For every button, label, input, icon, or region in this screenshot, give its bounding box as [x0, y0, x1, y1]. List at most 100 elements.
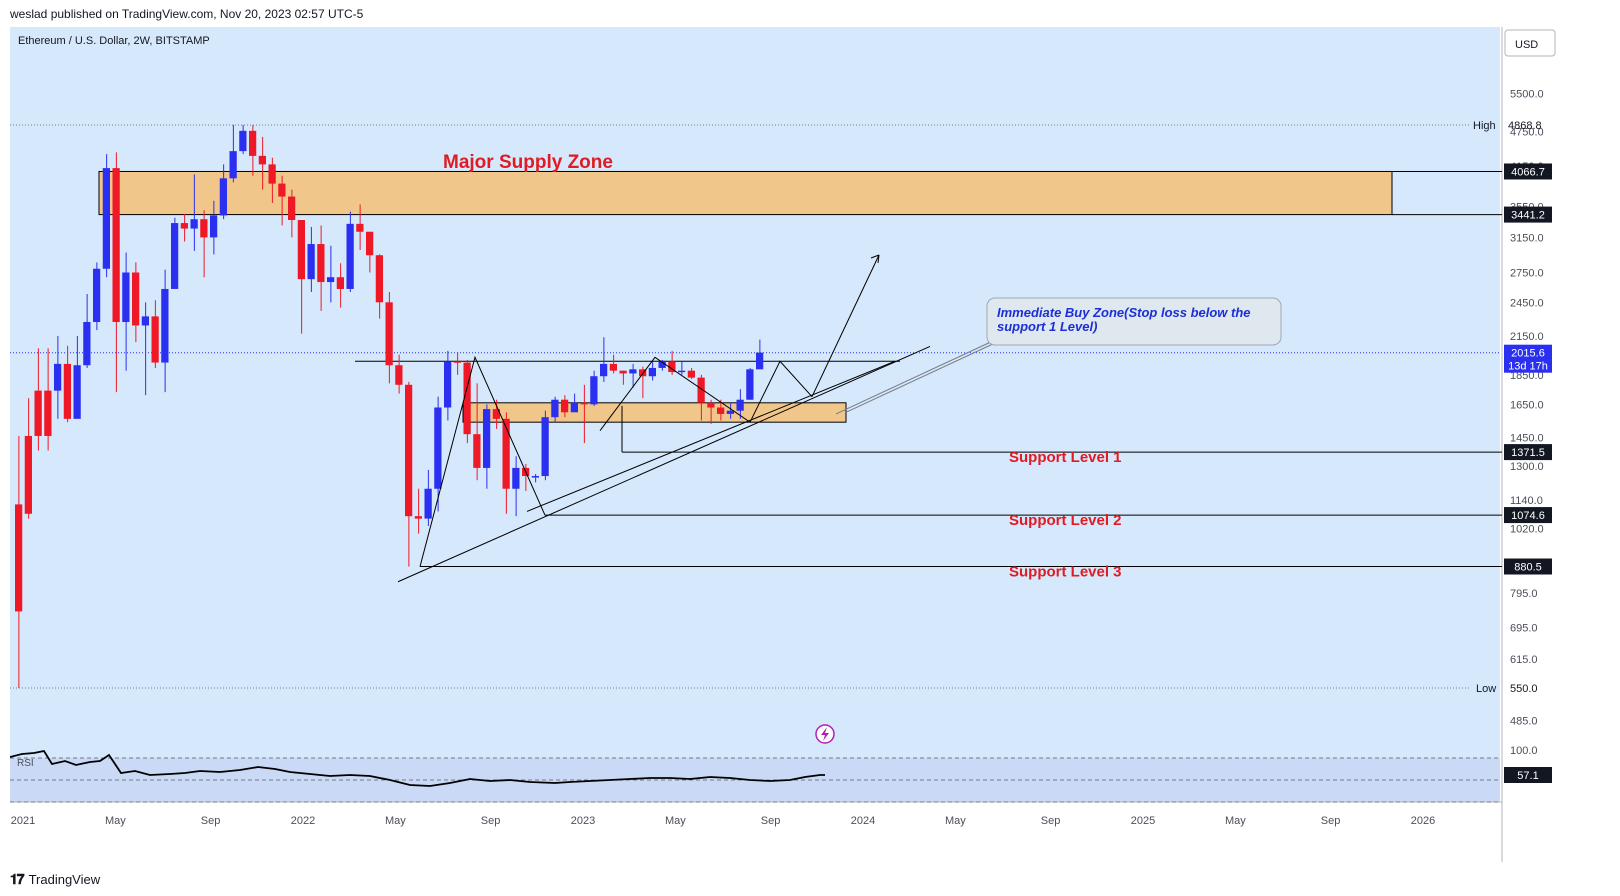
badge-low: 550.0 — [1510, 683, 1538, 695]
candle-body — [570, 402, 578, 413]
x-tick-label-2: Sep — [201, 815, 221, 827]
swing-path-2 — [599, 356, 813, 431]
candle-body — [385, 302, 393, 366]
tradingview-logo-icon: 𝟏𝟕 — [10, 871, 25, 887]
candle-body — [639, 369, 647, 377]
candle-body — [473, 434, 481, 468]
callout-text-line1: Immediate Buy Zone(Stop loss below the — [997, 305, 1251, 320]
y-tick-label-1: 4750.0 — [1510, 126, 1544, 138]
callout-pointer — [835, 339, 996, 415]
badge-support-2-text: 1074.6 — [1511, 510, 1545, 522]
x-tick-label-1: May — [105, 815, 126, 827]
candle-body — [414, 516, 422, 519]
candle-body — [453, 361, 461, 363]
candle-body — [288, 196, 296, 220]
badge-rsi-box — [1504, 767, 1552, 783]
candle-body — [190, 219, 198, 229]
candle-body — [161, 288, 169, 363]
candle-body — [336, 277, 344, 289]
badge-supply-bottom: 3441.2 — [1504, 206, 1552, 223]
candle-body — [151, 316, 159, 363]
candle-body — [541, 417, 549, 477]
projection-arrow-line — [811, 254, 880, 397]
y-tick-label-16: 615.0 — [1510, 654, 1538, 666]
published-caption: weslad published on TradingView.com, Nov… — [10, 7, 364, 21]
badge-support-1: 1371.5 — [1504, 444, 1552, 461]
lightning-icon — [815, 724, 835, 744]
candle-body — [531, 476, 539, 478]
candle-body — [424, 488, 432, 519]
badge-supply-top-text: 4066.7 — [1511, 166, 1545, 178]
badge-rsi-text: 57.1 — [1517, 770, 1538, 782]
candle-body — [356, 223, 364, 232]
low-label: Low — [1476, 683, 1496, 695]
x-tick-label-5: Sep — [481, 815, 501, 827]
candle-body — [239, 130, 247, 152]
y-tick-label-13: 1020.0 — [1510, 524, 1544, 536]
candle-body — [258, 155, 266, 165]
currency-selector[interactable]: USD — [1504, 29, 1556, 57]
y-tick-label-17: 485.0 — [1510, 715, 1538, 727]
candle-body — [122, 272, 130, 323]
badge-supply-bottom-text: 3441.2 — [1511, 210, 1545, 222]
candle-body — [561, 399, 569, 413]
price-chart[interactable]: USD5500.04750.04150.03550.03150.02750.02… — [10, 27, 1610, 862]
candle-body — [307, 244, 315, 280]
rsi-line — [10, 749, 825, 787]
candle-body — [327, 277, 335, 283]
currency-label: USD — [1515, 39, 1538, 51]
candle-body — [756, 352, 764, 370]
buy-zone-callout: Immediate Buy Zone(Stop loss below thesu… — [835, 297, 1282, 415]
badge-support-2-box — [1504, 507, 1552, 524]
rsi-axis-tick: 100.0 — [1510, 745, 1538, 757]
candle-body — [463, 362, 471, 435]
candle-body — [629, 369, 637, 374]
candle-body — [278, 183, 286, 197]
candle-body — [34, 390, 42, 436]
ascending-trendline — [397, 345, 931, 583]
candle-body — [141, 316, 149, 326]
x-tick-label-14: Sep — [1321, 815, 1341, 827]
candle-body — [492, 409, 500, 419]
y-tick-label-5: 2750.0 — [1510, 267, 1544, 279]
x-tick-label-13: May — [1225, 815, 1246, 827]
high-label: High — [1473, 120, 1496, 132]
badge-current-price-box — [1504, 344, 1552, 373]
badge-support-3-box — [1504, 558, 1552, 575]
support-label-3: Support Level 3 — [1009, 564, 1122, 581]
candle-body — [502, 418, 510, 489]
candle-body — [93, 268, 101, 323]
x-tick-label-0: 2021 — [11, 815, 35, 827]
candle-body — [44, 390, 52, 436]
badge-supply-top: 4066.7 — [1504, 163, 1552, 180]
candle-body — [180, 223, 188, 229]
candle-body — [200, 219, 208, 238]
candle-body — [600, 363, 608, 377]
y-tick-label-4: 3150.0 — [1510, 232, 1544, 244]
candle-body — [317, 244, 325, 283]
candle-body — [268, 164, 276, 184]
candle-body — [444, 361, 452, 408]
candle-body — [590, 376, 598, 405]
badge-support-3: 880.5 — [1504, 558, 1552, 575]
x-tick-label-10: May — [945, 815, 966, 827]
candle-body — [551, 399, 559, 418]
x-tick-label-7: May — [665, 815, 686, 827]
x-tick-label-11: Sep — [1041, 815, 1061, 827]
candle-body — [658, 361, 666, 368]
support-label-2: Support Level 2 — [1009, 512, 1122, 529]
candle-body — [219, 178, 227, 216]
candle-body — [483, 409, 491, 468]
projection-arrow-head — [870, 254, 880, 264]
tradingview-brand[interactable]: 𝟏𝟕 TradingView — [10, 871, 100, 888]
x-tick-label-12: 2025 — [1131, 815, 1155, 827]
candle-body — [668, 361, 676, 373]
y-tick-label-14: 795.0 — [1510, 588, 1538, 600]
candle-body — [171, 223, 179, 289]
y-tick-label-11: 1300.0 — [1510, 461, 1544, 473]
y-tick-label-10: 1450.0 — [1510, 433, 1544, 445]
symbol-title: Ethereum / U.S. Dollar, 2W, BITSTAMP — [18, 35, 210, 47]
candle-body — [102, 168, 110, 269]
support-label-1: Support Level 1 — [1009, 449, 1122, 466]
candle-body — [512, 467, 520, 489]
